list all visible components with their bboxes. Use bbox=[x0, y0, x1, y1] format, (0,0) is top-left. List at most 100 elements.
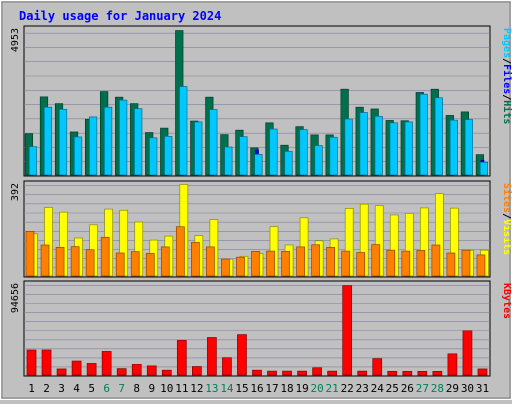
bar-kbytes-day-24 bbox=[372, 358, 383, 376]
bar-pages-day-28 bbox=[434, 97, 443, 176]
x-tick-label-22: 22 bbox=[341, 382, 354, 395]
bar-pages-day-23 bbox=[359, 112, 368, 176]
bar-pages-day-27 bbox=[419, 93, 428, 176]
x-tick-label-4: 4 bbox=[73, 382, 80, 395]
bar-kbytes-day-22 bbox=[342, 285, 353, 376]
panel-kbytes: 94656 KBytes bbox=[10, 280, 512, 377]
y-max-label: 4953 bbox=[10, 28, 21, 52]
y-max-label: 392 bbox=[10, 183, 21, 201]
bar-kbytes-day-1 bbox=[26, 349, 37, 376]
x-tick-label-21: 21 bbox=[326, 382, 339, 395]
bar-kbytes-day-3 bbox=[56, 368, 67, 376]
bar-pages-day-7 bbox=[119, 99, 128, 176]
bar-pages-day-9 bbox=[149, 137, 158, 176]
x-tick-label-29: 29 bbox=[446, 382, 459, 395]
x-tick-label-12: 12 bbox=[190, 382, 203, 395]
bar-kbytes-day-21 bbox=[327, 370, 337, 376]
bar-pages-day-26 bbox=[404, 121, 413, 176]
legend-entry: Files bbox=[501, 64, 512, 94]
bar-pages-day-20 bbox=[314, 145, 323, 176]
bar-pages-day-4 bbox=[73, 136, 83, 176]
bar-sites-day-11 bbox=[175, 226, 185, 277]
bar-pages-day-17 bbox=[269, 128, 278, 176]
bar-sites-day-3 bbox=[55, 247, 65, 277]
bar-pages-day-14 bbox=[224, 146, 233, 176]
bar-sites-day-20 bbox=[311, 244, 320, 277]
x-tick-label-2: 2 bbox=[43, 382, 50, 395]
bar-sites-day-15 bbox=[236, 256, 245, 277]
panel-legend: Pages/Files/Hits bbox=[501, 28, 512, 124]
x-tick-label-9: 9 bbox=[148, 382, 155, 395]
bar-pages-day-16 bbox=[254, 154, 263, 176]
bar-pages-day-3 bbox=[58, 108, 68, 176]
legend-entry: Hits bbox=[501, 100, 512, 124]
bar-sites-day-22 bbox=[341, 250, 351, 277]
bar-pages-day-29 bbox=[449, 119, 458, 176]
bar-sites-day-17 bbox=[266, 250, 275, 277]
bar-pages-day-22 bbox=[344, 118, 353, 176]
bar-kbytes-day-5 bbox=[86, 363, 97, 376]
x-tick-label-8: 8 bbox=[133, 382, 140, 395]
panel-hits-files-pages: 4953 Pages/Files/Hits bbox=[10, 25, 512, 177]
panel-legend: KBytes bbox=[501, 283, 512, 319]
bar-kbytes-day-28 bbox=[432, 371, 443, 376]
bar-sites-day-1 bbox=[25, 231, 35, 277]
x-tick-label-16: 16 bbox=[250, 382, 263, 395]
bar-sites-day-31 bbox=[476, 254, 486, 277]
x-tick-label-31: 31 bbox=[476, 382, 489, 395]
bar-sites-day-28 bbox=[431, 244, 441, 277]
bar-sites-day-16 bbox=[251, 251, 260, 277]
x-tick-label-23: 23 bbox=[356, 382, 369, 395]
legend-entry: / bbox=[501, 213, 512, 219]
bar-sites-day-12 bbox=[191, 242, 200, 277]
x-tick-label-15: 15 bbox=[235, 382, 248, 395]
bar-kbytes-day-14 bbox=[222, 357, 232, 376]
x-tick-label-19: 19 bbox=[295, 382, 308, 395]
bar-kbytes-day-17 bbox=[267, 370, 277, 376]
bar-sites-day-4 bbox=[70, 246, 80, 277]
bar-kbytes-day-20 bbox=[312, 367, 322, 376]
bar-pages-day-13 bbox=[209, 109, 218, 176]
x-tick-label-30: 30 bbox=[461, 382, 474, 395]
bar-pages-day-30 bbox=[464, 119, 473, 176]
x-tick-label-6: 6 bbox=[103, 382, 110, 395]
bar-sites-day-8 bbox=[130, 251, 140, 277]
x-tick-label-10: 10 bbox=[160, 382, 173, 395]
bar-kbytes-day-30 bbox=[462, 330, 473, 376]
x-tick-label-24: 24 bbox=[371, 382, 385, 395]
x-tick-label-3: 3 bbox=[58, 382, 65, 395]
bar-kbytes-day-8 bbox=[131, 364, 142, 376]
x-tick-label-13: 13 bbox=[205, 382, 218, 395]
x-tick-label-7: 7 bbox=[118, 382, 125, 395]
bar-kbytes-day-19 bbox=[297, 370, 307, 376]
bar-kbytes-day-7 bbox=[116, 368, 127, 376]
bar-pages-day-25 bbox=[389, 122, 398, 176]
x-tick-label-20: 20 bbox=[311, 382, 324, 395]
bar-pages-day-19 bbox=[299, 129, 308, 176]
bar-sites-day-14 bbox=[221, 258, 230, 277]
x-tick-label-26: 26 bbox=[401, 382, 414, 395]
bar-kbytes-day-9 bbox=[146, 365, 157, 376]
bar-kbytes-day-31 bbox=[477, 368, 488, 376]
bar-pages-day-10 bbox=[164, 136, 173, 176]
bar-kbytes-day-10 bbox=[161, 369, 172, 376]
bar-kbytes-day-26 bbox=[402, 371, 413, 376]
x-tick-label-27: 27 bbox=[416, 382, 429, 395]
bar-sites-day-7 bbox=[115, 252, 125, 277]
x-tick-label-1: 1 bbox=[28, 382, 35, 395]
bar-pages-day-24 bbox=[374, 115, 383, 176]
bar-sites-day-23 bbox=[356, 252, 366, 277]
legend-entry: / bbox=[501, 94, 512, 100]
bar-sites-day-21 bbox=[326, 247, 335, 277]
bar-pages-day-18 bbox=[284, 151, 293, 176]
bar-sites-day-6 bbox=[100, 236, 110, 277]
legend-entry: / bbox=[501, 58, 512, 64]
bar-kbytes-day-18 bbox=[282, 370, 292, 376]
bar-kbytes-day-11 bbox=[176, 340, 187, 376]
legend-entry: KBytes bbox=[501, 283, 512, 319]
legend-entry: Sites bbox=[501, 183, 512, 213]
